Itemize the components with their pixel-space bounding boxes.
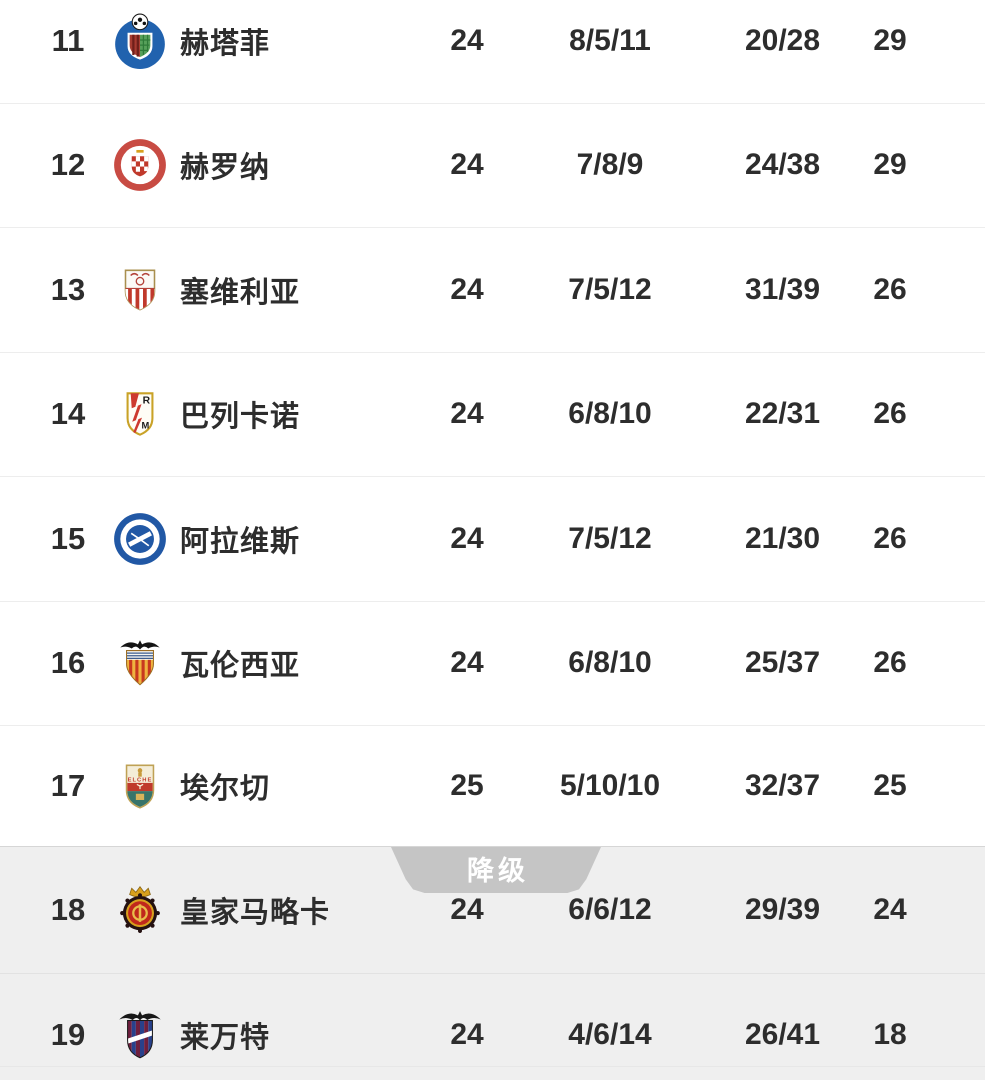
goals-for-against: 25/37 <box>744 646 821 679</box>
goals-for-against: 26/41 <box>744 1018 821 1051</box>
matches-played: 25 <box>450 769 484 802</box>
relegation-tab: 降级 <box>391 847 601 893</box>
rank-label: 17 <box>50 768 86 803</box>
table-row[interactable]: 13 塞维利亚 24 7/5/12 31/39 26 <box>0 228 985 353</box>
svg-text:ELCHE: ELCHE <box>128 778 153 784</box>
team-name: 阿拉维斯 <box>180 526 301 558</box>
points: 25 <box>873 769 907 802</box>
win-draw-loss: 6/8/10 <box>568 397 652 430</box>
win-draw-loss: 5/10/10 <box>559 769 661 802</box>
sevilla-crest-icon <box>109 259 171 321</box>
girona-crest-icon <box>109 134 171 196</box>
goals-for-against: 21/30 <box>744 522 821 555</box>
matches-played: 24 <box>450 24 484 57</box>
points: 18 <box>873 1018 907 1051</box>
goals-for-against: 24/38 <box>744 148 821 181</box>
rayo-vallecano-crest-icon: R M <box>109 383 171 445</box>
team-name: 赫罗纳 <box>180 152 271 184</box>
rank-label: 19 <box>50 1017 86 1052</box>
team-name: 塞维利亚 <box>180 277 301 309</box>
elche-crest-icon: ELCHE <box>109 755 171 817</box>
points: 29 <box>873 24 907 57</box>
rank-label: 12 <box>50 147 86 182</box>
team-name: 皇家马略卡 <box>180 897 331 929</box>
matches-played: 24 <box>450 646 484 679</box>
svg-text:R: R <box>143 396 151 407</box>
matches-played: 24 <box>450 1018 484 1051</box>
win-draw-loss: 8/5/11 <box>569 24 651 57</box>
team-name: 埃尔切 <box>180 773 271 805</box>
points: 26 <box>873 397 907 430</box>
matches-played: 24 <box>450 397 484 430</box>
win-draw-loss: 7/5/12 <box>568 273 652 306</box>
win-draw-loss: 6/8/10 <box>568 646 652 679</box>
table-row[interactable]: 17 ELCHE 埃尔切 25 5/10/10 32/37 25 <box>0 726 985 846</box>
valencia-crest-icon <box>109 632 171 694</box>
goals-for-against: 32/37 <box>744 769 821 802</box>
getafe-crest-icon <box>109 10 171 72</box>
mallorca-crest-icon <box>109 879 171 941</box>
team-name: 莱万特 <box>180 1022 271 1054</box>
levante-crest-icon <box>109 1004 171 1066</box>
table-row[interactable]: 16 瓦伦西亚 24 6/8/10 25/37 26 <box>0 601 985 726</box>
rank-label: 16 <box>50 645 86 680</box>
svg-text:M: M <box>142 421 150 431</box>
win-draw-loss: 6/6/12 <box>568 893 652 926</box>
table-row[interactable]: 14 R M 巴列卡诺 24 6/8/10 22/31 26 <box>0 352 985 477</box>
team-name: 瓦伦西亚 <box>180 650 301 682</box>
points: 26 <box>873 646 907 679</box>
goals-for-against: 29/39 <box>744 893 821 926</box>
table-row[interactable]: 11 赫塔菲 24 8/5/11 20/28 29 <box>0 0 985 104</box>
matches-played: 24 <box>450 522 484 555</box>
table-row[interactable]: 15 阿拉维斯 24 7/5/12 21/30 26 <box>0 477 985 602</box>
points: 26 <box>873 273 907 306</box>
goals-for-against: 22/31 <box>744 397 821 430</box>
win-draw-loss: 4/6/14 <box>568 1018 652 1051</box>
row-divider <box>0 973 985 974</box>
points: 29 <box>873 148 907 181</box>
points: 24 <box>873 893 907 926</box>
goals-for-against: 20/28 <box>744 24 821 57</box>
rank-label: 13 <box>50 272 86 307</box>
win-draw-loss: 7/8/9 <box>576 148 644 181</box>
alaves-crest-icon <box>109 508 171 570</box>
matches-played: 24 <box>450 273 484 306</box>
table-row[interactable]: 12 赫罗纳 24 7/8/9 24/38 29 <box>0 103 985 228</box>
goals-for-against: 31/39 <box>744 273 821 306</box>
team-name: 巴列卡诺 <box>180 401 301 433</box>
table-row[interactable]: 19 莱万特 24 4/6/14 26/41 18 <box>0 973 985 1080</box>
points: 26 <box>873 522 907 555</box>
matches-played: 24 <box>450 148 484 181</box>
rank-label: 14 <box>50 396 86 431</box>
row-divider <box>0 1066 985 1067</box>
relegation-tab-label: 降级 <box>467 855 529 886</box>
rank-label: 11 <box>51 23 85 58</box>
matches-played: 24 <box>450 893 484 926</box>
team-name: 赫塔菲 <box>180 28 271 60</box>
rank-label: 18 <box>50 892 86 927</box>
rank-label: 15 <box>50 521 86 556</box>
table-row[interactable]: 18 皇家马略卡 24 6/6/12 29/39 24 <box>0 847 985 973</box>
win-draw-loss: 7/5/12 <box>568 522 652 555</box>
